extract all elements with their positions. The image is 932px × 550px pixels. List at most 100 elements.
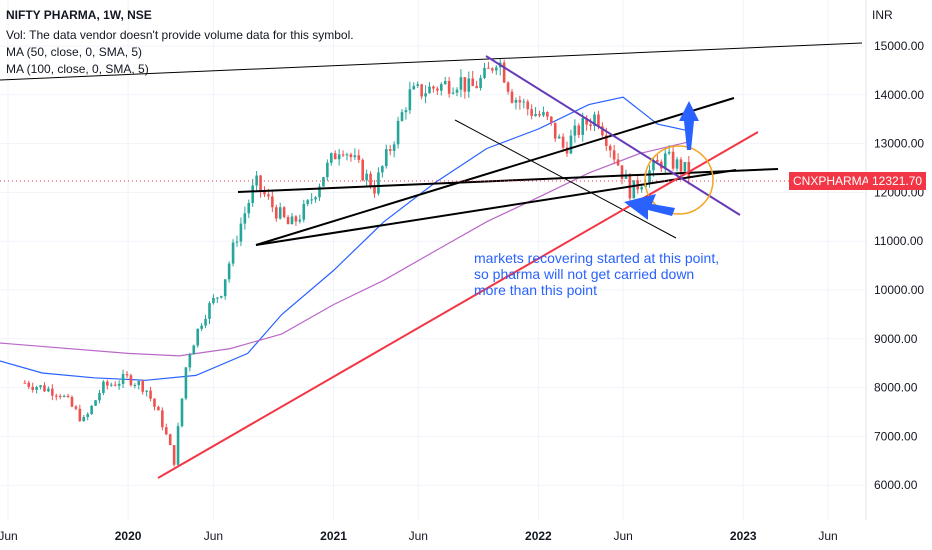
time-axis[interactable]: Jun 2020 Jun 2021 Jun 2022 Jun 2023 Jun [0,529,838,543]
annotation-text[interactable]: markets recovering started at this point… [474,250,774,298]
candle-body [278,207,282,219]
candle-body [314,197,317,200]
candle-body [471,78,475,87]
candle-body [581,118,585,135]
candle-body [589,124,592,127]
candle-body [141,381,145,392]
candle-body [396,120,400,145]
candle-body [302,203,306,220]
y-tick-label: 7000.00 [874,429,918,443]
candle-body [176,426,180,465]
candle-body [263,190,266,195]
candle-body [271,196,274,208]
x-tick-label: Jun [818,529,837,543]
candle-body [121,374,125,384]
candle-body [377,172,380,194]
candle-body [467,78,471,92]
candle-body [675,159,679,169]
candle-body [597,114,600,127]
candle-body [436,88,439,91]
ma100-legend[interactable]: MA (100, close, 0, SMA, 5) [6,62,149,76]
symbol-price-tag: CNXPHARMA [789,172,874,190]
highlight-circle [644,145,714,215]
candle-body [62,395,66,397]
candle-body [231,242,235,264]
candle-body [86,414,89,417]
candle-body [74,406,78,409]
candle-body [192,345,196,355]
candle-body [251,185,255,203]
candle-body [239,223,243,242]
x-tick-label: 2022 [525,529,552,543]
candle-body [510,91,514,103]
candle-body [369,173,372,187]
candle-body [196,328,200,346]
annotation-line-3: more than this point [474,282,597,298]
candle-body [106,381,109,386]
candle-body [109,384,113,386]
candle-body [577,125,581,135]
candle-body [70,396,74,407]
candle-body [408,89,412,111]
candle-body [329,153,333,163]
candle-body [373,186,376,194]
candle-body [624,174,628,179]
candle-body [667,151,671,154]
candle-body [98,393,101,401]
candle-body [593,114,596,127]
candle-body [502,62,506,83]
candle-body [113,384,117,386]
candle-body [569,135,573,154]
candle-body [361,159,365,181]
candle-body [259,175,262,191]
candle-body [82,416,86,421]
moving-averages [0,96,692,381]
candle-body [388,149,392,151]
candle-body [463,77,467,92]
ma50-legend[interactable]: MA (50, close, 0, SMA, 5) [6,45,143,59]
candle-body [212,297,215,304]
candle-body [310,199,313,201]
candle-body [164,427,168,435]
symbol-title[interactable]: NIFTY PHARMA, 1W, NSE [6,8,152,22]
channel-upper-line-2 [255,97,735,246]
candle-body [483,67,486,78]
candle-body [161,410,164,428]
candle-body [31,386,34,390]
candle-body [23,382,27,384]
candle-body [102,381,105,394]
candle-body [235,241,239,243]
candle-body [538,114,541,116]
last-price-tag: 12321.70 [868,172,927,190]
candle-body [78,408,82,421]
candle-body [443,81,447,85]
candle-body [542,112,545,116]
candle-body [447,81,451,94]
candle-body [47,388,50,392]
annotation-line-1: markets recovering started at this point… [474,250,720,266]
candle-body [208,303,211,319]
candle-body [255,175,258,186]
candle-body [267,194,270,197]
candle-body [365,173,368,181]
candle-body [172,445,176,465]
candle-body [640,186,643,190]
candle-body [180,398,184,427]
candle-body [683,161,687,172]
candle-body [526,101,530,110]
candle-body [129,375,133,386]
price-axis[interactable]: 15000.0014000.0013000.0012000.0011000.00… [865,0,924,520]
candle-body [608,145,612,151]
candle-body [601,126,604,136]
volume-legend: Vol: The data vendor doesn't provide vol… [6,28,354,42]
candle-body [345,154,349,156]
y-tick-label: 14000.00 [874,88,924,102]
candle-body [35,387,38,390]
candle-body [424,93,427,97]
candle-body [585,118,588,125]
candle-body [506,82,510,92]
candle-body [632,180,636,199]
candle-body [290,216,294,225]
candle-body [216,297,219,299]
